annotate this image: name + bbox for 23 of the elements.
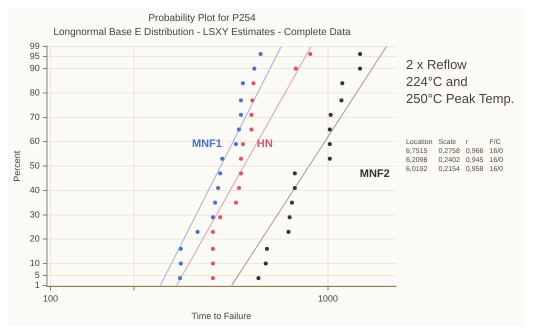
y-tick-label: 1 bbox=[34, 280, 40, 290]
y-tick-label: 70 bbox=[30, 112, 40, 122]
x-tick-label: 1000 bbox=[318, 293, 338, 304]
y-tick-label: 99 bbox=[30, 41, 40, 52]
y-tick-label: 95 bbox=[30, 50, 40, 61]
y-axis-title: Percent bbox=[12, 150, 22, 182]
y-tick-label: 20 bbox=[30, 234, 40, 244]
y-tick-label: 50 bbox=[30, 160, 40, 171]
x-tick-label: 100 bbox=[42, 293, 58, 304]
y-tick-label: 30 bbox=[30, 209, 40, 220]
y-tick-label: 80 bbox=[30, 87, 40, 98]
x-axis-title: Time to Failure bbox=[192, 311, 252, 322]
y-tick-label: 90 bbox=[30, 63, 40, 74]
text: MNF2 bbox=[360, 168, 390, 180]
chart-subtitle: Longnormal Base E Distribution - LSXY Estimates - Complete Data bbox=[53, 26, 352, 38]
y-tick-label: 60 bbox=[30, 136, 40, 146]
series-label: HN bbox=[256, 138, 273, 150]
series-label: MNF1 bbox=[192, 138, 222, 150]
text: 2 x Reflow 224°C and 250°C Peak Temp. bbox=[406, 56, 514, 107]
chart-title: Probability Plot for P254 bbox=[148, 12, 256, 24]
y-tick-label: 5 bbox=[34, 270, 40, 280]
y-tick-label: 40 bbox=[30, 184, 40, 195]
y-tick-label: 10 bbox=[30, 258, 40, 268]
